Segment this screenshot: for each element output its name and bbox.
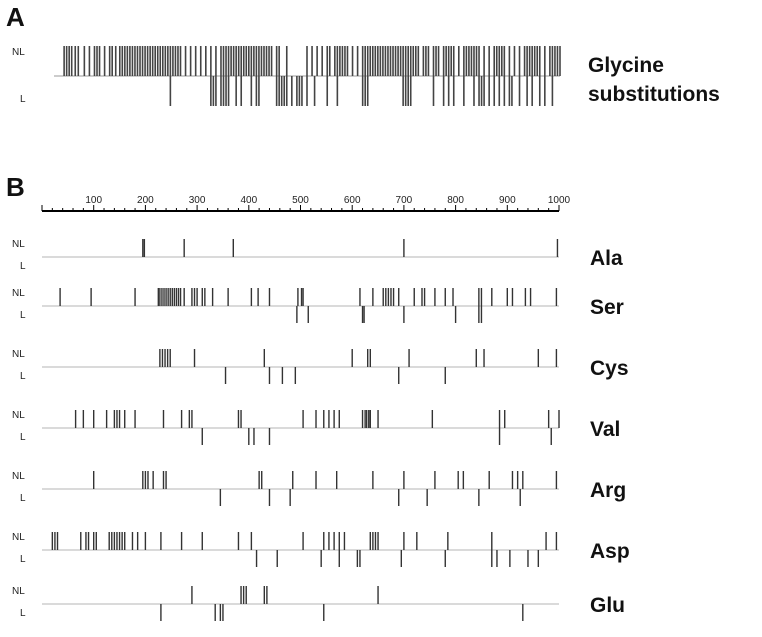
row-glu: NL L Glu — [12, 586, 625, 621]
row-arg-l-label: L — [20, 493, 26, 504]
axis-tick-label-1000: 1000 — [548, 195, 571, 206]
row-val-nl-label: NL — [12, 410, 25, 421]
panel-b-letter: B — [6, 172, 25, 202]
row-asp: NL L Asp — [12, 532, 630, 567]
row-ala-nl-label: NL — [12, 239, 25, 250]
row-val-l-label: L — [20, 432, 26, 443]
row-arg-nl-label: NL — [12, 471, 25, 482]
row-cys: NL L Cys — [12, 349, 629, 384]
row-asp-nl-label: NL — [12, 532, 25, 543]
row-cys-l-label: L — [20, 371, 26, 382]
axis-tick-label-400: 400 — [240, 195, 257, 206]
row-val-title: Val — [590, 418, 620, 441]
panel-a-substitution-ticks — [54, 46, 561, 106]
axis-tick-label-700: 700 — [396, 195, 413, 206]
axis-tick-label-900: 900 — [499, 195, 516, 206]
row-arg: NL L Arg — [12, 471, 626, 506]
row-glu-l-label: L — [20, 608, 26, 619]
row-ser: NL L Ser — [12, 288, 624, 323]
row-asp-title: Asp — [590, 540, 630, 563]
row-cys-title: Cys — [590, 357, 629, 380]
panel-a-l-label: L — [20, 94, 26, 105]
row-ser-l-label: L — [20, 310, 26, 321]
axis-tick-label-600: 600 — [344, 195, 361, 206]
row-ala-l-label: L — [20, 261, 26, 272]
panel-b-position-axis: 100 200 300 400 500 600 700 800 900 1000 — [41, 195, 571, 212]
row-cys-nl-label: NL — [12, 349, 25, 360]
axis-tick-label-100: 100 — [85, 195, 102, 206]
panel-b-rows: NL L Ala NL L Ser NL L Cys NL L Val NL L Arg NL L Asp NL L G… — [12, 239, 630, 621]
row-ser-nl-label: NL — [12, 288, 25, 299]
row-glu-title: Glu — [590, 594, 625, 617]
panel-a-letter: A — [6, 2, 25, 32]
axis-tick-label-500: 500 — [292, 195, 309, 206]
axis-tick-label-200: 200 — [137, 195, 154, 206]
row-asp-l-label: L — [20, 554, 26, 565]
row-glu-nl-label: NL — [12, 586, 25, 597]
panel-a-nl-label: NL — [12, 47, 25, 58]
row-ala-title: Ala — [590, 247, 623, 270]
row-arg-title: Arg — [590, 479, 626, 502]
axis-tick-label-800: 800 — [447, 195, 464, 206]
row-val: NL L Val — [12, 410, 620, 445]
row-ser-title: Ser — [590, 296, 624, 319]
panel-a-title-line-1: Glycine — [588, 54, 664, 77]
panel-a-title-line-2: substitutions — [588, 83, 720, 106]
axis-tick-label-300: 300 — [189, 195, 206, 206]
row-ala: NL L Ala — [12, 239, 623, 272]
